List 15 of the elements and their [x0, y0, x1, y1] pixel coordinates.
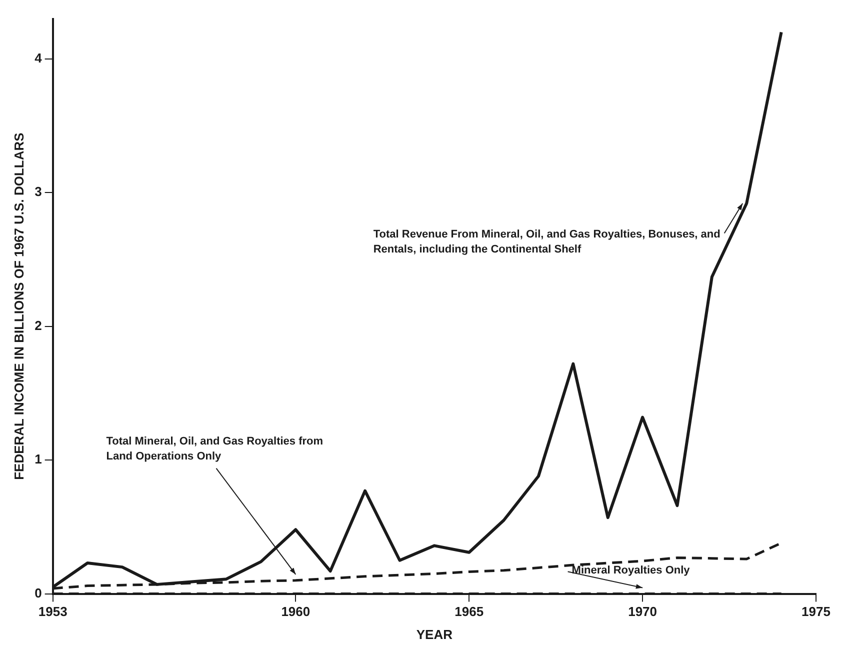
x-tick-label: 1953 [38, 604, 68, 620]
x-tick-label: 1975 [802, 604, 830, 620]
y-tick-label: 4 [34, 50, 43, 66]
x-tick-label: 1965 [454, 604, 484, 620]
x-tick-label: 1970 [628, 604, 658, 620]
y-axis-title: FEDERAL INCOME IN BILLIONS OF 1967 U.S. DOLLARS [11, 132, 26, 480]
y-tick-label: 2 [34, 318, 42, 333]
y-tick-label: 1 [34, 452, 42, 467]
y-tick-label: 3 [34, 184, 42, 200]
x-axis-title: YEAR [416, 626, 454, 642]
series-label: Total Revenue From Mineral, Oil, and Gas Royalties, Bonuses, and Rentals, including the Continental Shelf [373, 228, 720, 256]
x-tick-label: 1960 [281, 604, 310, 620]
series-label: Mineral Royalties Only [572, 564, 691, 577]
y-tick-label: 0 [34, 585, 42, 600]
text: Total Mineral, Oil, and Gas Royalties from Land Operations Only [106, 435, 324, 462]
